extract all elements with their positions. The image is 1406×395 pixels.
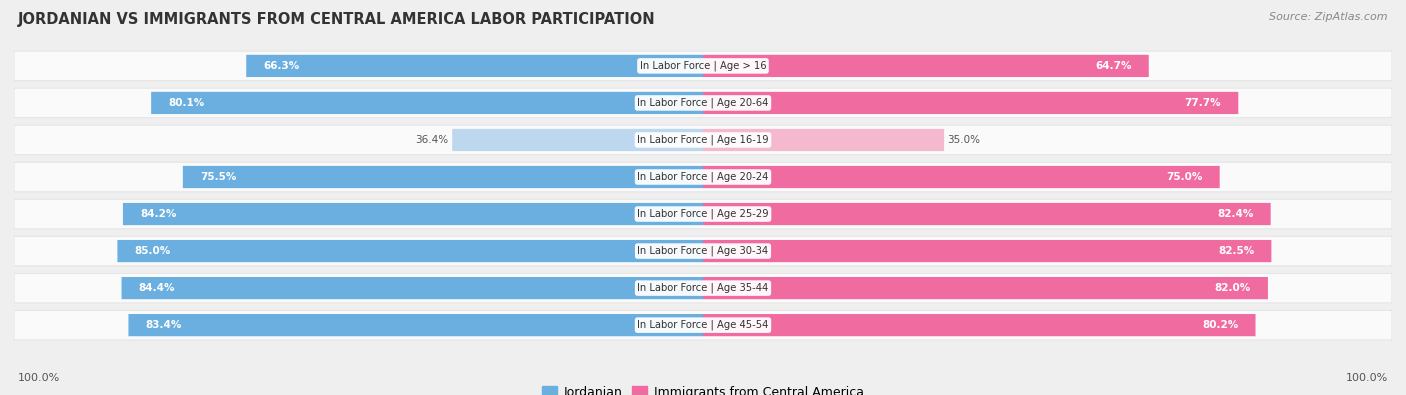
Text: 82.0%: 82.0% [1215, 283, 1251, 293]
Text: 75.5%: 75.5% [200, 172, 236, 182]
FancyBboxPatch shape [14, 199, 1392, 229]
Text: 35.0%: 35.0% [948, 135, 980, 145]
Text: In Labor Force | Age 35-44: In Labor Force | Age 35-44 [637, 283, 769, 293]
Text: JORDANIAN VS IMMIGRANTS FROM CENTRAL AMERICA LABOR PARTICIPATION: JORDANIAN VS IMMIGRANTS FROM CENTRAL AME… [18, 12, 657, 27]
FancyBboxPatch shape [703, 203, 1271, 225]
FancyBboxPatch shape [14, 125, 1392, 155]
FancyBboxPatch shape [703, 240, 1271, 262]
FancyBboxPatch shape [453, 129, 703, 151]
Text: 83.4%: 83.4% [146, 320, 181, 330]
Text: 66.3%: 66.3% [263, 61, 299, 71]
Text: 84.4%: 84.4% [139, 283, 176, 293]
FancyBboxPatch shape [183, 166, 703, 188]
Text: 100.0%: 100.0% [18, 373, 60, 383]
FancyBboxPatch shape [117, 240, 703, 262]
Text: In Labor Force | Age > 16: In Labor Force | Age > 16 [640, 61, 766, 71]
Text: 77.7%: 77.7% [1184, 98, 1220, 108]
FancyBboxPatch shape [703, 166, 1219, 188]
Text: 85.0%: 85.0% [135, 246, 172, 256]
Text: 80.1%: 80.1% [169, 98, 205, 108]
FancyBboxPatch shape [703, 277, 1268, 299]
FancyBboxPatch shape [14, 162, 1392, 192]
Text: 75.0%: 75.0% [1166, 172, 1202, 182]
Text: In Labor Force | Age 45-54: In Labor Force | Age 45-54 [637, 320, 769, 330]
FancyBboxPatch shape [122, 203, 703, 225]
Text: 82.4%: 82.4% [1218, 209, 1254, 219]
FancyBboxPatch shape [703, 92, 1239, 114]
Text: 82.5%: 82.5% [1218, 246, 1254, 256]
FancyBboxPatch shape [246, 55, 703, 77]
FancyBboxPatch shape [14, 310, 1392, 340]
Text: 84.2%: 84.2% [141, 209, 177, 219]
FancyBboxPatch shape [703, 314, 1256, 336]
FancyBboxPatch shape [14, 236, 1392, 266]
FancyBboxPatch shape [14, 273, 1392, 303]
Text: In Labor Force | Age 30-34: In Labor Force | Age 30-34 [637, 246, 769, 256]
Text: Source: ZipAtlas.com: Source: ZipAtlas.com [1270, 12, 1388, 22]
Text: In Labor Force | Age 16-19: In Labor Force | Age 16-19 [637, 135, 769, 145]
FancyBboxPatch shape [703, 55, 1149, 77]
FancyBboxPatch shape [128, 314, 703, 336]
Text: In Labor Force | Age 20-64: In Labor Force | Age 20-64 [637, 98, 769, 108]
FancyBboxPatch shape [121, 277, 703, 299]
Text: 80.2%: 80.2% [1202, 320, 1239, 330]
Text: 64.7%: 64.7% [1095, 61, 1132, 71]
Text: 36.4%: 36.4% [416, 135, 449, 145]
Text: 100.0%: 100.0% [1346, 373, 1388, 383]
Legend: Jordanian, Immigrants from Central America: Jordanian, Immigrants from Central Ameri… [538, 382, 868, 395]
FancyBboxPatch shape [152, 92, 703, 114]
Text: In Labor Force | Age 25-29: In Labor Force | Age 25-29 [637, 209, 769, 219]
FancyBboxPatch shape [703, 129, 945, 151]
Text: In Labor Force | Age 20-24: In Labor Force | Age 20-24 [637, 172, 769, 182]
FancyBboxPatch shape [14, 88, 1392, 118]
FancyBboxPatch shape [14, 51, 1392, 81]
